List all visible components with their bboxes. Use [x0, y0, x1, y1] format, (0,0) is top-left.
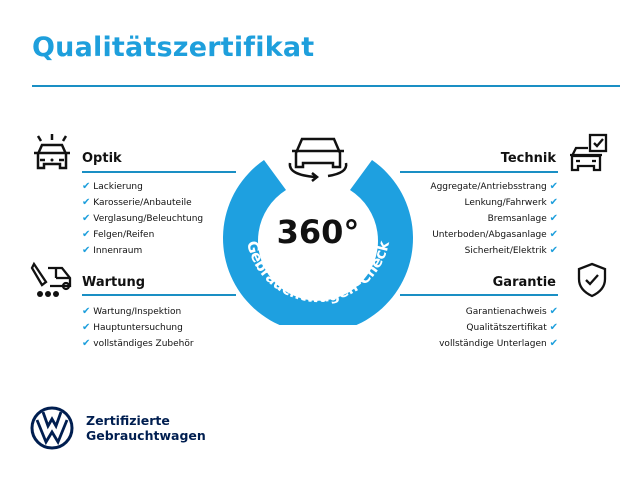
check-icon: ✔	[549, 213, 558, 224]
list-item: Aggregate/Antriebsstrang ✔	[430, 181, 558, 192]
optik-title: Optik	[82, 151, 122, 166]
car-inspection-icon	[34, 134, 70, 170]
car-rotate-icon	[288, 137, 348, 182]
technik-divider	[400, 171, 558, 173]
check-icon: ✔	[549, 181, 558, 192]
check-icon: ✔	[549, 197, 558, 208]
check-icon: ✔	[549, 338, 558, 349]
list-item: ✔ Innenraum	[82, 245, 143, 256]
check-icon: ✔	[82, 322, 91, 333]
garantie-divider	[400, 294, 558, 296]
360-check-badge: Gebrauchtwagen-Check 360°	[223, 137, 413, 325]
garantie-list: Garantienachweis ✔ Qualitätszertifikat ✔…	[439, 304, 558, 352]
list-item: ✔ Karosserie/Anbauteile	[82, 197, 192, 208]
list-item: Lenkung/Fahrwerk ✔	[464, 197, 558, 208]
page-title: Qualitätszertifikat	[32, 32, 315, 63]
check-icon: ✔	[82, 229, 91, 240]
badge-ring	[223, 160, 413, 325]
check-icon: ✔	[549, 322, 558, 333]
list-item: ✔ Verglasung/Beleuchtung	[82, 213, 204, 224]
wartung-title: Wartung	[82, 275, 146, 290]
vw-logo	[30, 406, 74, 450]
list-item: vollständige Unterlagen ✔	[439, 338, 558, 349]
title-divider	[32, 85, 620, 87]
list-item: ✔ vollständiges Zubehör	[82, 338, 194, 349]
check-icon: ✔	[82, 306, 91, 317]
check-icon: ✔	[549, 306, 558, 317]
check-icon: ✔	[549, 229, 558, 240]
check-icon: ✔	[82, 213, 91, 224]
list-item: Sicherheit/Elektrik ✔	[464, 245, 558, 256]
check-icon: ✔	[82, 197, 91, 208]
garantie-title: Garantie	[492, 275, 556, 290]
optik-list: ✔ Lackierung ✔ Karosserie/Anbauteile ✔ V…	[82, 179, 203, 259]
list-item: Qualitätszertifikat ✔	[466, 322, 558, 333]
list-item: Unterboden/Abgasanlage ✔	[432, 229, 558, 240]
service-truck-icon	[30, 261, 72, 297]
list-item: ✔ Hauptuntersuchung	[82, 322, 183, 333]
badge-value: 360°	[277, 213, 360, 251]
list-item: Bremsanlage ✔	[487, 213, 558, 224]
list-item: ✔ Lackierung	[82, 181, 143, 192]
list-item: ✔ Felgen/Reifen	[82, 229, 155, 240]
wartung-list: ✔ Wartung/Inspektion ✔ Hauptuntersuchung…	[82, 304, 194, 352]
check-icon: ✔	[82, 338, 91, 349]
check-icon: ✔	[82, 245, 91, 256]
technik-list: Aggregate/Antriebsstrang ✔ Lenkung/Fahrw…	[430, 179, 558, 259]
car-checklist-icon	[570, 133, 608, 172]
check-icon: ✔	[82, 181, 91, 192]
list-item: ✔ Wartung/Inspektion	[82, 306, 182, 317]
wartung-divider	[82, 294, 236, 296]
shield-check-icon	[577, 262, 607, 298]
footer-brand: Zertifizierte Gebrauchtwagen	[86, 413, 206, 443]
check-icon: ✔	[549, 245, 558, 256]
technik-title: Technik	[500, 151, 556, 166]
list-item: Garantienachweis ✔	[465, 306, 558, 317]
optik-divider	[82, 171, 236, 173]
